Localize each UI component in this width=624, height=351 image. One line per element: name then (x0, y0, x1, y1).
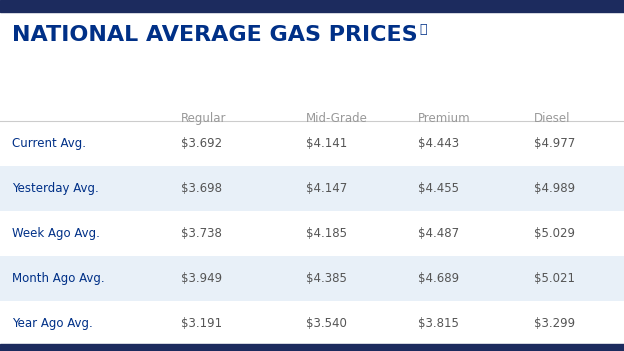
Text: $4.141: $4.141 (306, 137, 347, 150)
Bar (0, 301, 624, 346)
Text: Regular: Regular (181, 112, 227, 125)
Text: $3.540: $3.540 (306, 317, 347, 330)
Text: Month Ago Avg.: Month Ago Avg. (12, 272, 105, 285)
Text: $3.299: $3.299 (534, 317, 575, 330)
Text: $4.385: $4.385 (306, 272, 347, 285)
Text: $4.455: $4.455 (418, 182, 459, 195)
Text: $4.185: $4.185 (306, 227, 347, 240)
Text: $3.949: $3.949 (181, 272, 222, 285)
Bar (0, 256, 624, 301)
Text: $3.738: $3.738 (181, 227, 222, 240)
Text: $3.692: $3.692 (181, 137, 222, 150)
Bar (0, 211, 624, 256)
Text: Year Ago Avg.: Year Ago Avg. (12, 317, 93, 330)
Text: $3.191: $3.191 (181, 317, 222, 330)
Text: Mid-Grade: Mid-Grade (306, 112, 368, 125)
Text: $4.989: $4.989 (534, 182, 575, 195)
Text: Current Avg.: Current Avg. (12, 137, 87, 150)
Text: Week Ago Avg.: Week Ago Avg. (12, 227, 100, 240)
Bar (0, 121, 624, 166)
Text: ⓘ: ⓘ (419, 23, 427, 36)
Text: Diesel: Diesel (534, 112, 570, 125)
Text: $5.021: $5.021 (534, 272, 575, 285)
Text: $3.815: $3.815 (418, 317, 459, 330)
Bar (0, 166, 624, 211)
Text: $4.487: $4.487 (418, 227, 459, 240)
Text: $3.698: $3.698 (181, 182, 222, 195)
Text: $4.977: $4.977 (534, 137, 575, 150)
Text: Yesterday Avg.: Yesterday Avg. (12, 182, 99, 195)
Text: NATIONAL AVERAGE GAS PRICES: NATIONAL AVERAGE GAS PRICES (12, 25, 418, 45)
Text: $4.147: $4.147 (306, 182, 347, 195)
Text: Premium: Premium (418, 112, 470, 125)
Text: $5.029: $5.029 (534, 227, 575, 240)
Text: $4.689: $4.689 (418, 272, 459, 285)
Text: $4.443: $4.443 (418, 137, 459, 150)
